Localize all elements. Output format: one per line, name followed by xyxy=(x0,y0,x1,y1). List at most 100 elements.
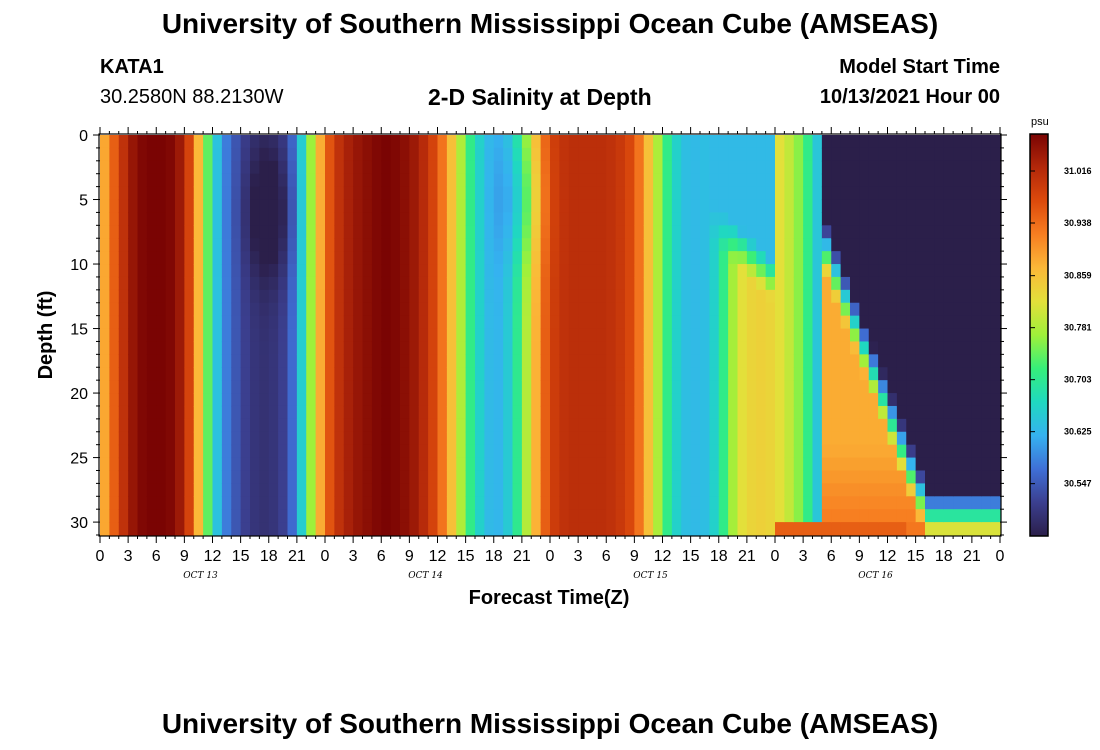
heatmap-cell xyxy=(662,431,673,446)
heatmap-cell xyxy=(165,380,176,394)
heatmap-cell xyxy=(100,483,110,497)
heatmap-cell xyxy=(737,276,748,291)
heatmap-cell xyxy=(109,276,120,291)
heatmap-cell xyxy=(878,238,889,252)
x-tick-label: 0 xyxy=(546,548,555,565)
heatmap-cell xyxy=(737,418,748,433)
heatmap-cell xyxy=(531,393,542,407)
heatmap-cell xyxy=(709,186,720,201)
heatmap-cell xyxy=(793,483,804,497)
heatmap-cell xyxy=(606,367,617,381)
heatmap-cell xyxy=(278,522,289,536)
heatmap-cell xyxy=(625,380,635,394)
heatmap-cell xyxy=(362,431,373,446)
heatmap-cell xyxy=(606,199,617,214)
heatmap-cell xyxy=(446,418,457,433)
heatmap-cell xyxy=(343,135,354,149)
heatmap-cell xyxy=(193,289,204,304)
heatmap-cell xyxy=(625,405,635,420)
heatmap-cell xyxy=(278,289,289,304)
heatmap-cell xyxy=(568,509,579,523)
heatmap-cell xyxy=(418,405,429,420)
heatmap-cell xyxy=(540,199,551,214)
heatmap-cell xyxy=(859,251,870,265)
heatmap-cell xyxy=(240,405,251,420)
heatmap-cell xyxy=(484,418,495,433)
heatmap-cell xyxy=(737,173,748,188)
heatmap-cell xyxy=(287,496,298,510)
heatmap-cell xyxy=(793,186,804,201)
heatmap-cell xyxy=(653,405,664,420)
heatmap-cell xyxy=(193,160,204,175)
heatmap-cell xyxy=(503,173,514,188)
heatmap-cell xyxy=(615,147,626,162)
heatmap-cell xyxy=(512,186,523,201)
heatmap-cell xyxy=(428,405,439,420)
heatmap-cell xyxy=(709,380,720,394)
heatmap-cell xyxy=(653,470,664,484)
heatmap-cell xyxy=(756,509,767,523)
heatmap-cell xyxy=(193,225,204,239)
heatmap-cell xyxy=(653,354,664,368)
heatmap-cell xyxy=(381,354,392,368)
heatmap-cell xyxy=(221,509,232,523)
heatmap-cell xyxy=(850,354,860,368)
heatmap-cell xyxy=(193,302,204,317)
heatmap-cell xyxy=(896,238,907,252)
heatmap-cell xyxy=(746,160,757,175)
heatmap-cell xyxy=(962,276,973,291)
heatmap-cell xyxy=(212,212,223,226)
heatmap-cell xyxy=(943,380,954,394)
x-tick-label: 6 xyxy=(827,548,836,565)
heatmap-cell xyxy=(625,470,635,484)
heatmap-cell xyxy=(456,496,467,510)
heatmap-cell xyxy=(831,186,842,201)
heatmap-cell xyxy=(587,173,598,188)
heatmap-cell xyxy=(896,251,907,265)
heatmap-cell xyxy=(690,302,701,317)
heatmap-cell xyxy=(775,289,785,304)
heatmap-cell xyxy=(784,393,795,407)
heatmap-cell xyxy=(615,444,626,459)
heatmap-cell xyxy=(746,276,757,291)
heatmap-cell xyxy=(531,160,542,175)
heatmap-cell xyxy=(587,147,598,162)
heatmap-cell xyxy=(540,405,551,420)
heatmap-cell xyxy=(962,380,973,394)
heatmap-cell xyxy=(278,251,289,265)
heatmap-cell xyxy=(550,431,560,446)
heatmap-cell xyxy=(531,315,542,330)
heatmap-cell xyxy=(146,367,157,381)
heatmap-cell xyxy=(775,135,785,149)
heatmap-cell xyxy=(390,328,401,343)
heatmap-cell xyxy=(437,173,448,188)
heatmap-cell xyxy=(756,302,767,317)
heatmap-cell xyxy=(128,341,139,355)
heatmap-cell xyxy=(259,315,270,330)
heatmap-cell xyxy=(278,199,289,214)
heatmap-cell xyxy=(925,238,935,252)
heatmap-cell xyxy=(868,289,879,304)
heatmap-cell xyxy=(671,225,682,239)
heatmap-cell xyxy=(278,483,289,497)
heatmap-cell xyxy=(559,186,570,201)
heatmap-cell xyxy=(503,393,514,407)
heatmap-cell xyxy=(306,199,317,214)
heatmap-cell xyxy=(568,276,579,291)
heatmap-cell xyxy=(662,444,673,459)
heatmap-cell xyxy=(128,225,139,239)
heatmap-cell xyxy=(250,147,260,162)
heatmap-cell xyxy=(465,238,476,252)
heatmap-cell xyxy=(137,354,148,368)
heatmap-cell xyxy=(728,251,739,265)
heatmap-cell xyxy=(521,160,532,175)
heatmap-cell xyxy=(625,212,635,226)
heatmap-cell xyxy=(493,160,504,175)
heatmap-cell xyxy=(793,509,804,523)
heatmap-cell xyxy=(428,483,439,497)
heatmap-cell xyxy=(690,147,701,162)
heatmap-cell xyxy=(906,315,917,330)
heatmap-cell xyxy=(296,186,307,201)
heatmap-cell xyxy=(821,238,832,252)
heatmap-cell xyxy=(212,276,223,291)
